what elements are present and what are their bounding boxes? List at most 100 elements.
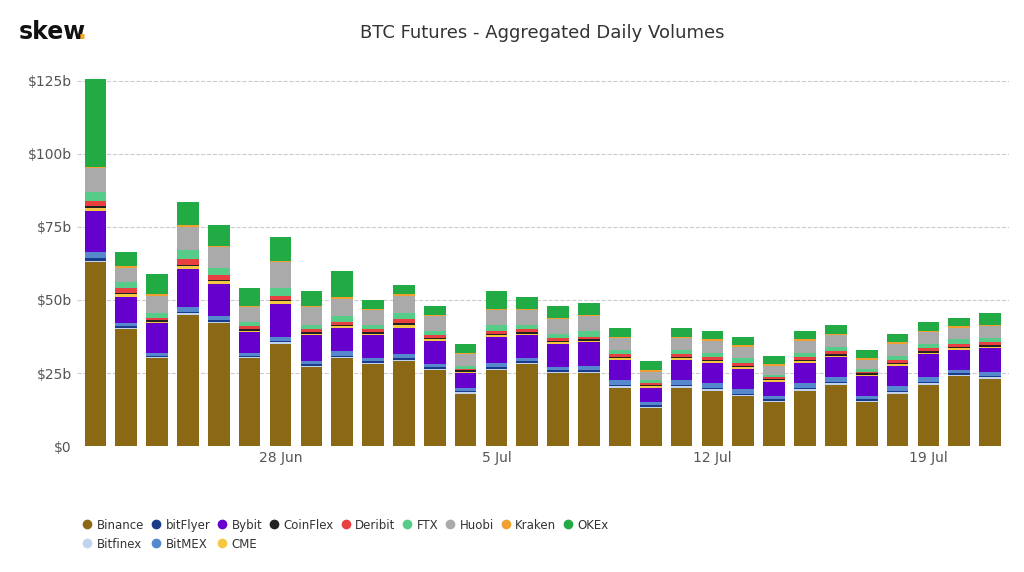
Bar bbox=[948, 326, 970, 328]
Bar bbox=[763, 364, 785, 366]
Bar bbox=[732, 396, 754, 446]
Text: skew: skew bbox=[18, 20, 86, 44]
Bar bbox=[239, 307, 260, 322]
Bar bbox=[948, 376, 970, 446]
Bar bbox=[887, 360, 908, 363]
Bar bbox=[300, 335, 323, 362]
Bar bbox=[763, 366, 785, 375]
Bar bbox=[146, 322, 168, 323]
Bar bbox=[979, 378, 1000, 379]
Bar bbox=[85, 262, 106, 446]
Bar bbox=[609, 328, 631, 336]
Bar bbox=[548, 338, 569, 341]
Bar bbox=[269, 343, 291, 344]
Bar bbox=[146, 352, 168, 356]
Bar bbox=[579, 341, 600, 343]
Bar bbox=[300, 306, 323, 307]
Bar bbox=[732, 359, 754, 363]
Bar bbox=[116, 252, 137, 267]
Bar bbox=[208, 316, 229, 320]
Bar bbox=[918, 352, 939, 354]
Bar bbox=[640, 402, 662, 405]
Bar bbox=[856, 372, 878, 373]
Bar bbox=[825, 333, 847, 335]
Bar bbox=[362, 332, 384, 333]
Bar bbox=[732, 369, 754, 389]
Bar bbox=[640, 386, 662, 388]
Bar bbox=[424, 341, 445, 364]
Bar bbox=[609, 336, 631, 338]
Bar bbox=[269, 301, 291, 304]
Bar bbox=[732, 363, 754, 366]
Bar bbox=[208, 322, 229, 323]
Bar bbox=[795, 339, 816, 341]
Bar bbox=[485, 335, 507, 336]
Bar bbox=[269, 300, 291, 301]
Bar bbox=[362, 310, 384, 325]
Bar bbox=[979, 338, 1000, 343]
Bar bbox=[485, 363, 507, 367]
Bar bbox=[269, 237, 291, 260]
Bar bbox=[516, 359, 538, 362]
Bar bbox=[300, 333, 323, 335]
Bar bbox=[795, 341, 816, 352]
Bar bbox=[85, 260, 106, 262]
Bar bbox=[918, 344, 939, 348]
Bar bbox=[85, 192, 106, 201]
Bar bbox=[424, 306, 445, 315]
Bar bbox=[701, 391, 723, 446]
Bar bbox=[763, 379, 785, 380]
Bar bbox=[825, 383, 847, 385]
Bar bbox=[485, 310, 507, 325]
Bar bbox=[146, 356, 168, 357]
Bar bbox=[825, 356, 847, 357]
Bar bbox=[362, 364, 384, 446]
Bar bbox=[362, 359, 384, 362]
Bar bbox=[300, 364, 323, 366]
Bar bbox=[918, 322, 939, 331]
Bar bbox=[177, 251, 199, 259]
Bar bbox=[609, 338, 631, 349]
Bar bbox=[609, 380, 631, 385]
Bar bbox=[887, 394, 908, 446]
Bar bbox=[856, 359, 878, 360]
Bar bbox=[393, 319, 415, 323]
Bar bbox=[146, 357, 168, 359]
Bar bbox=[979, 348, 1000, 372]
Bar bbox=[239, 352, 260, 356]
Bar bbox=[671, 357, 692, 359]
Bar bbox=[177, 265, 199, 267]
Bar bbox=[609, 357, 631, 359]
Bar bbox=[516, 362, 538, 363]
Title: BTC Futures - Aggregated Daily Volumes: BTC Futures - Aggregated Daily Volumes bbox=[360, 23, 725, 42]
Bar bbox=[732, 366, 754, 367]
Bar bbox=[763, 399, 785, 401]
Bar bbox=[424, 369, 445, 370]
Bar bbox=[300, 367, 323, 446]
Bar bbox=[640, 407, 662, 408]
Bar bbox=[948, 339, 970, 344]
Bar bbox=[208, 275, 229, 280]
Bar bbox=[918, 348, 939, 351]
Bar bbox=[979, 376, 1000, 378]
Bar bbox=[671, 338, 692, 349]
Bar bbox=[455, 370, 476, 372]
Bar bbox=[640, 388, 662, 402]
Bar bbox=[887, 392, 908, 394]
Bar bbox=[208, 320, 229, 322]
Bar bbox=[856, 360, 878, 369]
Bar bbox=[763, 382, 785, 396]
Bar bbox=[85, 206, 106, 208]
Bar bbox=[393, 325, 415, 328]
Bar bbox=[177, 315, 199, 446]
Bar bbox=[516, 297, 538, 309]
Bar bbox=[609, 386, 631, 388]
Bar bbox=[579, 343, 600, 366]
Bar bbox=[671, 385, 692, 386]
Bar bbox=[269, 336, 291, 341]
Bar bbox=[701, 331, 723, 339]
Bar bbox=[579, 331, 600, 336]
Bar bbox=[825, 382, 847, 383]
Bar bbox=[146, 313, 168, 317]
Bar bbox=[177, 269, 199, 307]
